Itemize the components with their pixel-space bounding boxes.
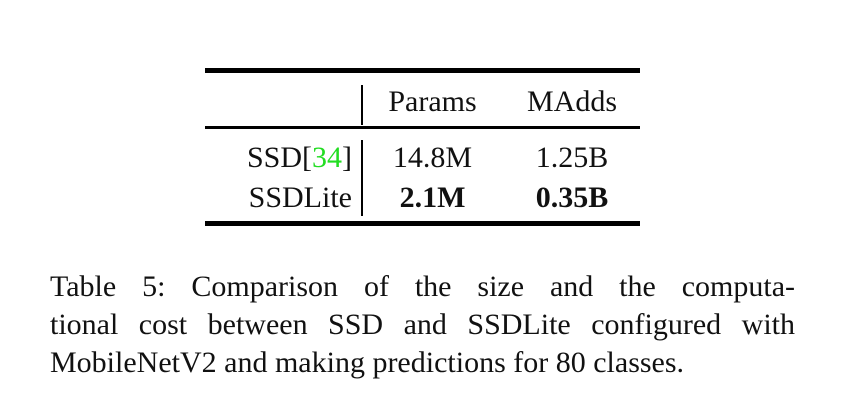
table-row-ssdlite-madds: 0.35B <box>535 181 609 214</box>
table-bottom-rule <box>205 221 640 226</box>
table-caption: Table 5: Comparison of the size and the … <box>50 268 795 382</box>
caption-line-2: tional cost between SSD and SSDLite conf… <box>50 308 795 341</box>
citation-close-bracket: ] <box>342 141 352 174</box>
caption-line-1-text: Comparison of the size and the computa- <box>191 270 796 303</box>
header-params: Params <box>388 85 477 118</box>
method-name-ssd: SSD <box>246 141 302 174</box>
body-column-separator <box>361 140 363 216</box>
table-row-ssd-madds: 1.25B <box>535 141 609 174</box>
header-madds: MAdds <box>526 85 617 118</box>
header-column-separator <box>361 85 363 125</box>
caption-label: Table 5: <box>50 270 166 303</box>
citation-open-bracket: [ <box>302 141 312 174</box>
caption-line-3: MobileNetV2 and making predictions for 8… <box>50 346 685 379</box>
table-top-rule <box>205 68 640 73</box>
citation-link[interactable]: 34 <box>312 141 342 174</box>
table-row-ssd-method: SSD[34] <box>200 141 352 175</box>
table-row-ssd-params: 14.8M <box>392 141 473 174</box>
caption-line-1: Table 5: Comparison of the size and the … <box>50 268 795 306</box>
table-row-ssdlite-method: SSDLite <box>248 181 352 214</box>
table-header-rule <box>205 126 640 129</box>
table-row-ssdlite-params: 2.1M <box>399 181 466 214</box>
